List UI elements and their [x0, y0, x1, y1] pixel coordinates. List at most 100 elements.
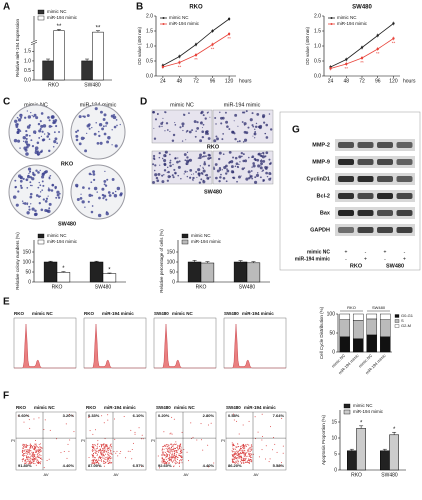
migrated-cell: [197, 172, 201, 176]
colony: [92, 170, 96, 174]
event-dot: [248, 448, 250, 450]
y-axis-label: Relative miR-194 Expression: [15, 18, 20, 77]
event-dot: [38, 449, 40, 451]
histogram: [224, 323, 286, 369]
event-dot: [238, 456, 240, 458]
quadrant-value: 0.58%: [228, 413, 240, 418]
event-dot: [26, 446, 28, 448]
migrated-cell: [154, 173, 158, 177]
event-dot: [237, 456, 239, 458]
event-dot: [102, 448, 104, 450]
event-dot: [110, 444, 112, 446]
event-dot: [48, 458, 50, 460]
migrated-cell: [172, 163, 174, 166]
bar-segment: [366, 318, 378, 336]
migrated-cell: [260, 165, 262, 167]
migrated-cell: [262, 169, 265, 172]
migrated-cell: [166, 129, 169, 131]
colony: [96, 191, 98, 193]
event-dot: [200, 423, 202, 425]
colony: [47, 195, 49, 197]
event-dot: [242, 459, 244, 461]
bar: [102, 273, 117, 283]
colony: [20, 186, 23, 190]
migrated-cell: [183, 153, 187, 156]
migrated-cell: [169, 161, 172, 164]
protein-label: Bcl-2: [317, 193, 330, 199]
scatter-frame: [15, 411, 77, 471]
event-dot: [26, 445, 28, 447]
y-tick-label: 0.0: [146, 73, 153, 79]
migrated-cell: [235, 162, 239, 166]
migrated-cell: [184, 170, 187, 173]
event-dot: [175, 454, 177, 456]
event-dot: [237, 443, 239, 445]
event-dot: [157, 455, 159, 457]
colony: [34, 209, 37, 213]
event-dot: [22, 450, 24, 452]
colony: [75, 183, 79, 188]
event-dot: [254, 416, 256, 418]
colony: [41, 150, 43, 153]
event-dot: [25, 451, 27, 453]
bar-segment: [366, 313, 378, 320]
colony: [25, 137, 28, 141]
event-dot: [167, 457, 169, 459]
condition-sign: +: [345, 249, 348, 255]
migrated-cell: [237, 125, 239, 127]
migrated-cell: [208, 154, 211, 157]
migrated-cell: [195, 130, 197, 132]
migrated-cell: [261, 159, 263, 161]
event-dot: [251, 453, 253, 455]
migrated-cell: [245, 177, 249, 181]
migrated-cell: [247, 126, 250, 129]
event-dot: [232, 459, 234, 461]
event-dot: [181, 456, 183, 458]
event-dot: [238, 457, 240, 459]
event-dot: [31, 459, 33, 461]
migrated-cell: [162, 117, 164, 119]
colony: [80, 193, 82, 195]
significance: **: [392, 41, 396, 46]
significance: **: [211, 47, 215, 52]
event-dot: [248, 420, 250, 422]
event-dot: [35, 449, 37, 451]
migrated-cell: [157, 173, 161, 176]
event-dot: [27, 451, 29, 453]
event-dot: [166, 444, 168, 446]
event-dot: [33, 458, 35, 460]
colony: [31, 177, 35, 181]
event-dot: [245, 444, 247, 446]
culture-dish: [70, 104, 126, 160]
event-dot: [165, 447, 167, 449]
legend-label: miR-194 mimic: [353, 409, 384, 414]
event-dot: [93, 462, 95, 464]
colony: [88, 127, 91, 130]
event-dot: [168, 459, 170, 461]
migrated-cell: [224, 111, 227, 114]
event-dot: [238, 455, 240, 457]
event-dot: [238, 453, 240, 455]
event-dot: [180, 455, 182, 457]
event-dot: [21, 459, 23, 461]
migrated-cell: [230, 165, 234, 169]
event-dot: [232, 455, 234, 457]
event-dot: [243, 459, 245, 461]
migrated-cell: [264, 155, 267, 158]
x-tick-label: RKO: [52, 284, 63, 290]
colony: [54, 187, 57, 190]
event-dot: [281, 417, 283, 419]
migrated-cell: [265, 171, 268, 175]
migrated-cell: [183, 173, 185, 175]
event-dot: [25, 452, 27, 454]
migrated-cell: [205, 130, 209, 133]
migrated-cell: [165, 122, 169, 125]
colony: [82, 115, 85, 118]
colony: [38, 181, 40, 184]
event-dot: [180, 443, 182, 445]
event-dot: [161, 453, 163, 455]
event-dot: [176, 462, 178, 464]
condition-sign: +: [384, 249, 387, 255]
migrated-cell: [266, 175, 269, 178]
event-dot: [25, 459, 27, 461]
